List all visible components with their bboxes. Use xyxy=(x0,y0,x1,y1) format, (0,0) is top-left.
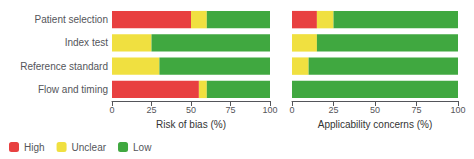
svg-text:75: 75 xyxy=(225,105,235,115)
svg-text:75: 75 xyxy=(411,105,421,115)
svg-text:0: 0 xyxy=(109,105,114,115)
svg-text:Unclear: Unclear xyxy=(72,142,107,153)
svg-text:100: 100 xyxy=(262,105,277,115)
svg-text:Low: Low xyxy=(133,142,152,153)
svg-text:25: 25 xyxy=(146,105,156,115)
svg-text:50: 50 xyxy=(370,105,380,115)
svg-text:100: 100 xyxy=(450,105,465,115)
svg-text:High: High xyxy=(24,142,45,153)
svg-text:Risk of bias (%): Risk of bias (%) xyxy=(156,119,226,130)
svg-text:Patient selection: Patient selection xyxy=(35,14,108,25)
svg-text:25: 25 xyxy=(328,105,338,115)
svg-text:Reference standard: Reference standard xyxy=(20,61,108,72)
svg-text:0: 0 xyxy=(289,105,294,115)
svg-text:Index test: Index test xyxy=(65,37,109,48)
svg-text:Flow and timing: Flow and timing xyxy=(38,84,108,95)
svg-text:Applicability concerns (%): Applicability concerns (%) xyxy=(318,119,433,130)
svg-text:50: 50 xyxy=(186,105,196,115)
